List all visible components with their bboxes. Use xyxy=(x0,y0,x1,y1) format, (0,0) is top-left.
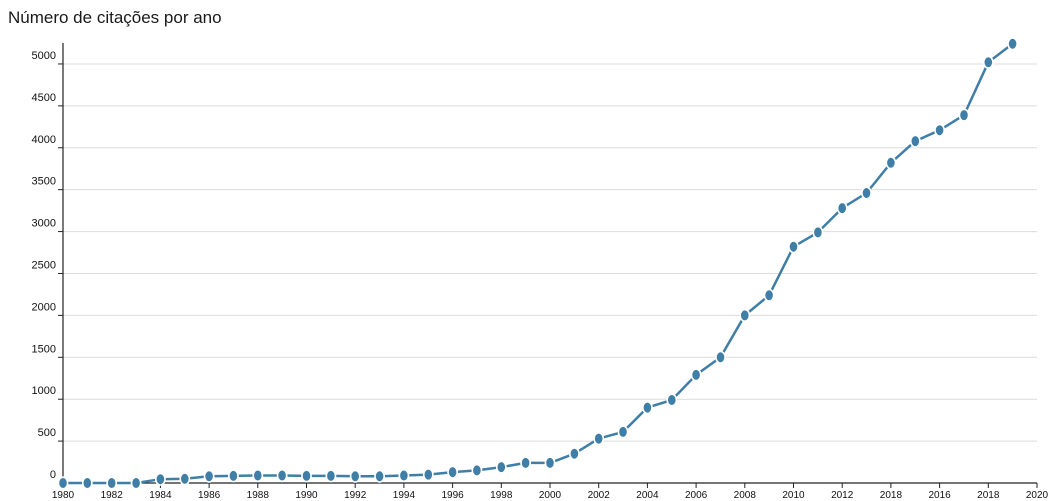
x-tick-label: 2006 xyxy=(685,490,708,501)
data-point xyxy=(471,463,483,478)
data-point xyxy=(763,288,775,302)
data-point xyxy=(617,425,629,439)
data-point xyxy=(885,156,897,170)
x-tick-label: 2002 xyxy=(588,490,611,501)
x-tick-label: 2020 xyxy=(1026,490,1049,501)
y-tick-label: 4000 xyxy=(32,134,56,146)
chart-title: Número de citações por ano xyxy=(8,8,222,27)
data-point xyxy=(569,447,580,461)
x-tick-label: 2012 xyxy=(831,490,854,501)
series-layer xyxy=(63,42,1014,485)
y-tick-label: 4500 xyxy=(32,92,56,104)
y-tick-label: 0 xyxy=(50,469,56,481)
x-tick-label: 1984 xyxy=(149,490,172,501)
data-point xyxy=(349,469,361,483)
x-tick-label: 2000 xyxy=(539,490,562,501)
data-point xyxy=(812,225,824,239)
x-tick-label: 2004 xyxy=(636,490,659,501)
x-tick-label: 1980 xyxy=(52,490,75,501)
y-tick-label: 1000 xyxy=(32,385,56,397)
grid-layer xyxy=(63,63,1037,484)
data-point xyxy=(374,469,385,483)
data-point xyxy=(276,468,288,483)
x-tick-label: 2010 xyxy=(782,490,805,501)
data-point xyxy=(203,469,215,483)
data-point xyxy=(130,476,142,490)
axis-layer: 0 500 1000 1500 2000 2500 3000 3500 4000 4500 5000… xyxy=(32,43,1049,501)
x-tick-label: 2018 xyxy=(880,490,903,501)
data-point xyxy=(179,472,191,486)
y-tick-label: 1500 xyxy=(32,343,56,355)
data-point xyxy=(593,432,605,446)
data-point xyxy=(252,468,264,483)
x-tick-label: 2018 xyxy=(977,490,1000,501)
x-tick-label: 1986 xyxy=(198,490,221,501)
data-point xyxy=(739,308,751,323)
data-point xyxy=(715,350,726,364)
data-point xyxy=(301,469,312,483)
point-layer xyxy=(57,37,1018,490)
data-point xyxy=(154,472,166,486)
data-point xyxy=(909,134,921,148)
x-tick-label: 1996 xyxy=(441,490,464,501)
y-tick-label: 5000 xyxy=(32,50,56,62)
data-point xyxy=(57,476,69,490)
x-tick-label: 1990 xyxy=(295,490,318,501)
data-point xyxy=(982,55,994,69)
data-point xyxy=(422,468,434,482)
x-tick-label: 1998 xyxy=(490,490,513,501)
y-tick-label: 500 xyxy=(38,427,56,439)
data-point xyxy=(81,476,93,490)
data-point xyxy=(520,456,531,470)
data-point xyxy=(325,469,337,483)
data-point xyxy=(398,468,410,483)
data-point xyxy=(666,393,678,407)
y-tick-label: 3000 xyxy=(32,218,56,230)
data-point xyxy=(788,240,799,254)
y-tick-label: 3500 xyxy=(32,176,56,188)
data-point xyxy=(1007,37,1018,51)
data-point xyxy=(227,469,239,483)
data-point xyxy=(861,186,872,200)
data-point xyxy=(690,368,702,382)
x-tick-label: 1982 xyxy=(101,490,124,501)
x-tick-label: 2008 xyxy=(734,490,757,501)
y-tick-label: 2000 xyxy=(32,301,56,313)
data-point xyxy=(958,108,970,122)
x-tick-label: 1992 xyxy=(344,490,367,501)
x-tick-label: 1994 xyxy=(393,490,416,501)
data-point xyxy=(544,456,556,470)
x-tick-label: 2016 xyxy=(928,490,951,501)
y-tick-label: 2500 xyxy=(32,259,56,271)
data-point xyxy=(495,460,507,474)
data-point xyxy=(836,201,848,215)
series-line xyxy=(63,42,1014,485)
data-point xyxy=(106,476,118,490)
data-point xyxy=(934,123,945,137)
x-tick-label: 1988 xyxy=(247,490,270,501)
data-point xyxy=(642,401,653,415)
data-point xyxy=(447,465,458,479)
